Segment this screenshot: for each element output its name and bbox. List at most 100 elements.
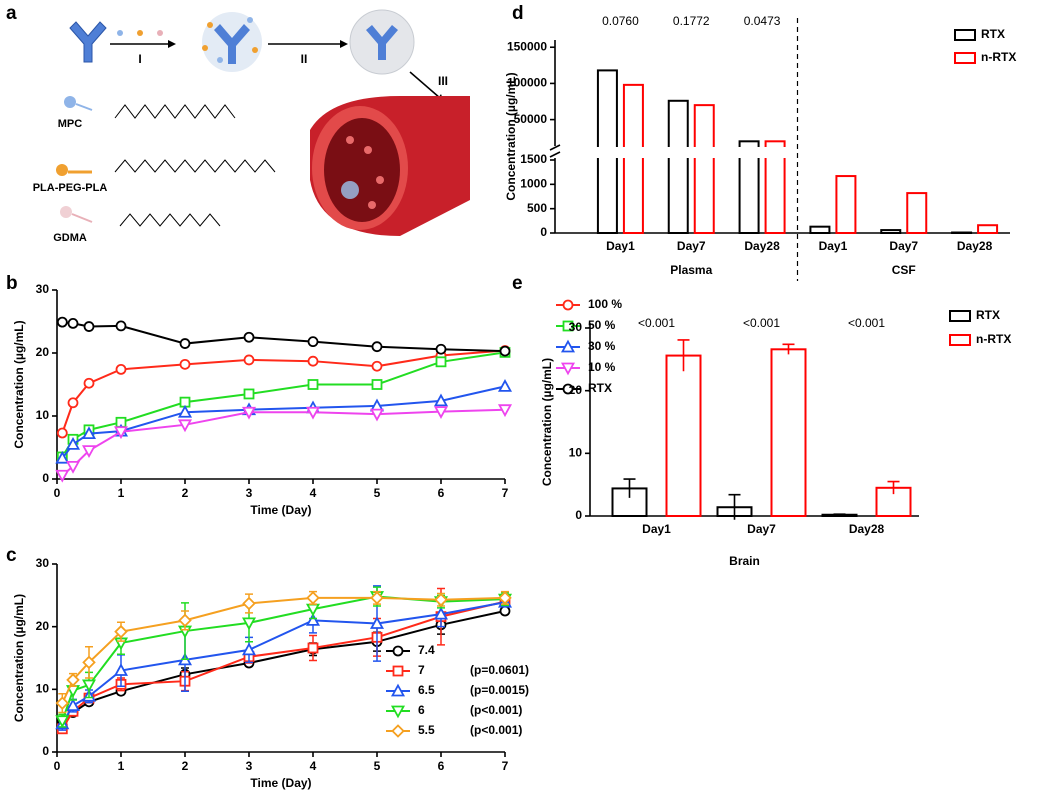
data-point	[115, 320, 127, 332]
monomer-label: MPC	[58, 118, 83, 130]
data-point	[114, 624, 128, 639]
data-point	[66, 673, 80, 687]
x-tick-label: Day28	[744, 239, 780, 253]
x-tick-label: 3	[246, 486, 253, 500]
data-point	[65, 460, 81, 474]
legend-label: 7.4	[418, 643, 435, 657]
data-point	[307, 336, 319, 348]
monomer-icon	[137, 30, 143, 36]
legend-label: 100 %	[588, 297, 622, 311]
y-axis-label: Concentration (µg/mL)	[12, 594, 26, 722]
data-point	[369, 616, 385, 629]
y-tick-label: 10	[36, 408, 50, 422]
bar	[880, 229, 902, 235]
legend-note: (p<0.001)	[470, 723, 522, 737]
data-point	[433, 606, 449, 620]
legend-marker	[560, 339, 576, 353]
x-tick-label: Day28	[957, 239, 993, 253]
data-point	[115, 363, 127, 375]
y-tick-label: 20	[569, 383, 583, 397]
data-point	[55, 469, 70, 483]
annotation: <0.001	[638, 316, 675, 330]
annotation: <0.001	[743, 316, 780, 330]
x-tick-label: 2	[182, 759, 189, 773]
step-label: III	[438, 74, 448, 88]
data-point	[67, 317, 79, 329]
legend-marker	[562, 383, 574, 395]
monomer-icon	[71, 213, 93, 223]
x-tick-label: 1	[118, 759, 125, 773]
legend-label: RTX	[981, 27, 1005, 41]
x-axis-label: Brain	[729, 554, 760, 568]
axis-break-mark	[549, 144, 561, 151]
bar	[693, 104, 715, 234]
y-tick-label: 0	[42, 471, 49, 485]
y-tick-label: 10	[36, 682, 50, 696]
legend-marker	[390, 705, 406, 719]
error-bar	[833, 513, 846, 516]
data-point	[55, 696, 70, 710]
x-tick-label: 0	[54, 486, 61, 500]
data-point	[81, 679, 97, 693]
x-tick-label: 5	[374, 759, 381, 773]
legend-label: RTX	[976, 308, 1000, 322]
panel-label: b	[6, 273, 18, 294]
data-point	[65, 436, 81, 450]
antibody-shape	[366, 25, 398, 60]
x-tick-label: 2	[182, 486, 189, 500]
step-label: I	[138, 52, 141, 66]
bar	[667, 99, 689, 234]
x-tick-label: Day7	[747, 522, 776, 536]
series-line	[61, 351, 506, 458]
bar	[977, 224, 999, 234]
data-point	[55, 450, 70, 464]
x-tick-label: 4	[310, 759, 317, 773]
y-tick-label: 0	[42, 744, 49, 758]
bar	[770, 348, 807, 517]
error-bar	[728, 493, 741, 520]
antibody-shape	[214, 24, 250, 64]
bar	[622, 83, 644, 234]
x-tick-label: 1	[118, 486, 125, 500]
nanocapsule	[341, 181, 359, 199]
legend-label: 6	[418, 703, 425, 717]
error-bar	[677, 339, 690, 372]
data-point	[241, 642, 257, 656]
series-line	[61, 596, 506, 704]
legend-label: 30 %	[588, 339, 616, 353]
monomer-icon	[157, 30, 163, 36]
data-point	[433, 393, 449, 407]
legend-label: 5.5	[418, 723, 435, 737]
legend-swatch	[954, 29, 976, 41]
x-tick-label: 7	[502, 759, 509, 773]
data-point	[113, 426, 129, 440]
data-point	[307, 379, 319, 390]
x-tick-label: 3	[246, 759, 253, 773]
y-tick-label: 20	[36, 619, 50, 633]
legend-label: RTX	[588, 381, 612, 395]
y-tick-label: 1000	[520, 177, 547, 191]
y-tick-label: 150000	[507, 39, 547, 53]
structure	[114, 104, 236, 119]
data-point	[369, 408, 385, 422]
monomer-label: GDMA	[53, 232, 87, 244]
data-point	[497, 379, 513, 392]
data-point	[306, 591, 320, 605]
y-tick-label: 0	[575, 508, 582, 522]
data-point	[241, 617, 257, 631]
data-point	[499, 345, 511, 357]
data-point	[499, 605, 511, 617]
blood-vessel	[310, 96, 470, 236]
data-point	[241, 406, 257, 420]
data-point	[82, 655, 96, 670]
legend-label: 50 %	[588, 318, 616, 332]
antibody	[69, 21, 107, 63]
data-point	[81, 445, 97, 459]
legend-marker	[391, 724, 405, 738]
x-tick-label: 6	[438, 759, 445, 773]
arrow	[409, 71, 441, 99]
series-line	[61, 349, 506, 434]
x-tick-label: 5	[374, 486, 381, 500]
data-point	[177, 419, 193, 433]
